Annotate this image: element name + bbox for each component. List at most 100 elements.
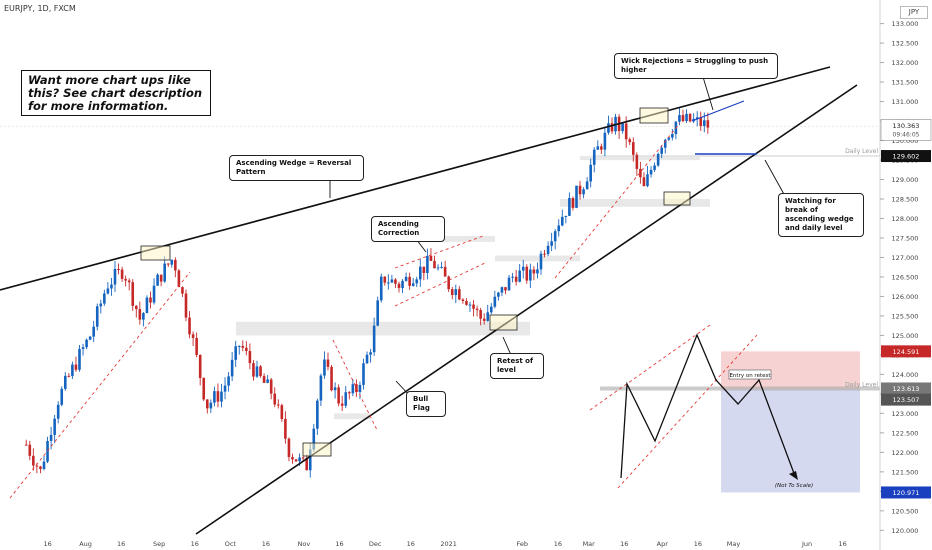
- candle-body: [600, 146, 603, 150]
- candle-body: [99, 303, 103, 307]
- candle-body: [671, 134, 674, 138]
- candle-body: [216, 391, 220, 402]
- candle-body: [145, 297, 149, 314]
- candle-body: [511, 276, 514, 278]
- time-tick-label: Dec: [369, 540, 382, 548]
- current-price-label: 130.363: [893, 122, 920, 130]
- candle-body: [479, 310, 482, 319]
- candle-body: [631, 142, 635, 155]
- wick-rejection-line: [691, 100, 745, 122]
- candle-body: [539, 253, 543, 270]
- candle-body: [521, 266, 525, 271]
- candle-body: [649, 169, 653, 175]
- candle-body: [489, 306, 493, 313]
- candle-body: [621, 123, 624, 132]
- candle-body: [340, 403, 344, 406]
- candle-body: [301, 457, 305, 459]
- callout-pointer: [764, 159, 786, 197]
- support-resistance-band: [420, 236, 495, 242]
- candle-body: [507, 277, 511, 291]
- candle-body: [639, 168, 642, 178]
- candle-body: [461, 299, 465, 301]
- candle-body: [603, 132, 607, 150]
- support-resistance-band: [580, 156, 700, 161]
- candle-body: [404, 276, 408, 281]
- dashed-channel-line: [394, 261, 488, 307]
- time-tick-label: 16: [407, 540, 415, 548]
- candle-body: [259, 366, 262, 377]
- time-tick-label: Sep: [153, 540, 165, 548]
- candle-body: [536, 269, 539, 274]
- highlight-box: [639, 107, 669, 124]
- candle-body: [415, 279, 419, 284]
- candle-body: [262, 376, 266, 383]
- candle-body: [351, 384, 355, 394]
- dashed-channel-line: [589, 324, 711, 411]
- candle-body: [205, 399, 209, 409]
- projected-path: [620, 333, 796, 479]
- candle-body: [316, 400, 319, 429]
- candle-body: [475, 308, 479, 311]
- candle-body: [163, 263, 166, 282]
- candle-body: [213, 391, 216, 403]
- candle-body: [518, 270, 521, 282]
- price-tick-label: 124.000: [892, 371, 919, 379]
- candle-body: [127, 280, 131, 283]
- dashed-channel-line: [9, 271, 191, 499]
- candle-body: [532, 269, 536, 274]
- highlight-box: [140, 245, 171, 261]
- candle-body: [67, 375, 71, 377]
- wedge-upper-trendline: [0, 66, 831, 291]
- candle-body: [74, 364, 78, 370]
- candle-body: [401, 280, 404, 288]
- candle-body: [113, 268, 117, 285]
- candle-body: [53, 418, 56, 435]
- dashed-channel-line: [332, 339, 378, 431]
- candle-body: [589, 164, 592, 182]
- candle-body: [32, 455, 35, 466]
- price-tick-label: 121.500: [892, 468, 919, 476]
- candle-body: [571, 197, 575, 208]
- candle-body: [362, 363, 365, 385]
- highlight-box: [489, 314, 518, 331]
- candle-body: [702, 120, 706, 127]
- price-tick-label: 127.500: [892, 234, 919, 242]
- candle-body: [418, 266, 422, 280]
- candle-body: [553, 231, 557, 242]
- candle-body: [646, 174, 649, 187]
- candle-body: [355, 384, 358, 393]
- support-resistance-band: [495, 255, 580, 262]
- candle-body: [706, 120, 710, 128]
- candle-body: [387, 282, 390, 284]
- promo-box: Want more chart ups like this? See chart…: [21, 70, 211, 116]
- candle-body: [408, 276, 411, 286]
- candle-body: [546, 245, 550, 255]
- dashed-channel-line: [617, 334, 758, 489]
- current-price-box: [880, 119, 932, 141]
- price-tick-label: 127.000: [892, 254, 919, 262]
- candle-body: [131, 282, 135, 306]
- candle-body: [81, 347, 85, 350]
- price-tick-label: 128.000: [892, 215, 919, 223]
- candle-body: [440, 266, 443, 268]
- candle-body: [628, 139, 632, 143]
- candle-body: [500, 287, 504, 293]
- price-tick-label: 131.500: [892, 79, 919, 87]
- candle-body: [276, 404, 280, 406]
- time-tick-label: Oct: [225, 540, 237, 548]
- candle-body: [181, 287, 184, 294]
- price-axis-panel: [880, 0, 932, 550]
- candle-body: [642, 177, 646, 187]
- time-tick-label: 16: [117, 540, 125, 548]
- candle-body: [110, 284, 113, 289]
- support-resistance-band: [560, 198, 710, 207]
- candle-body: [159, 274, 163, 282]
- time-tick-label: 16: [694, 540, 702, 548]
- candle-body: [266, 379, 269, 383]
- candle-body: [560, 216, 564, 226]
- currency-badge[interactable]: JPY: [900, 6, 928, 19]
- candle-body: [383, 276, 387, 283]
- ascending-correction-callout: Ascending Correction: [371, 216, 445, 242]
- price-tick-label: 133.000: [892, 20, 919, 28]
